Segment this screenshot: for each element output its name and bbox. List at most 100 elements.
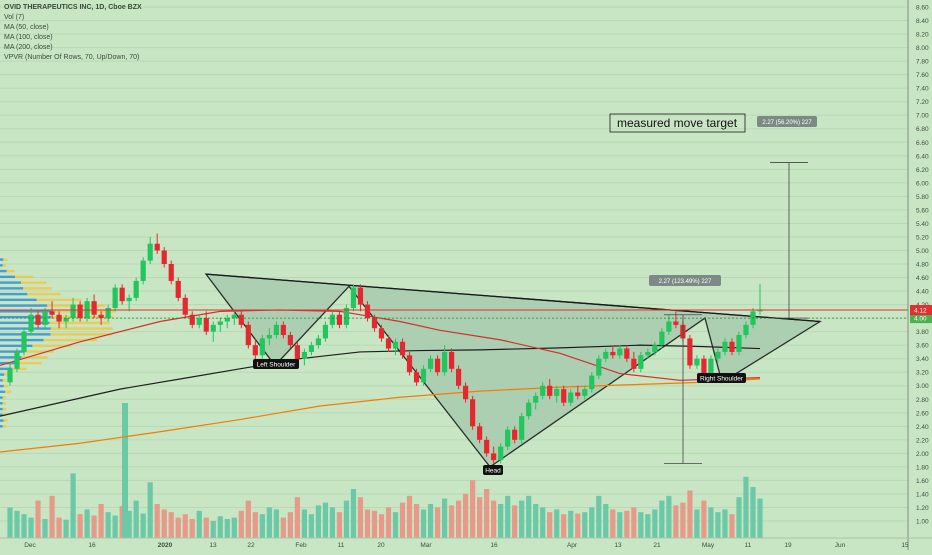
legend-ma50[interactable]: MA (50, close) [4,24,49,31]
volume-bar [666,495,672,538]
volume-bar [98,504,104,538]
candle-body [119,287,125,302]
volume-bar [694,509,700,538]
volume-bar [224,518,230,538]
candle-body [406,355,413,373]
legend: OVID THERAPEUTICS INC, 1D, Cboe BZX Vol … [4,3,142,63]
candle-body [35,314,41,325]
candle-body [161,250,167,265]
y-tick-label: 3.80 [916,329,929,336]
vpvr-bar-up [0,367,13,371]
x-tick-label: 11 [745,542,752,549]
volume-bar [729,514,735,538]
measure2-label: 2.27 (56.20%) 227 [762,120,812,126]
candle-body [154,243,160,251]
volume-bar [589,507,595,538]
volume-bar [14,510,20,538]
ma50-line [0,309,761,381]
legend-title: OVID THERAPEUTICS INC, 1D, Cboe BZX [4,4,142,11]
vpvr-bar-up [0,298,37,302]
candle-body [112,287,118,308]
vpvr-bar-up [0,258,4,261]
last-price-tag-bg [910,304,932,315]
candle-body [638,355,644,369]
y-tick-label: 2.60 [916,410,929,417]
candle-body [385,338,392,349]
legend-ma100[interactable]: MA (100, close) [4,34,53,41]
y-tick-label: 5.00 [916,248,929,255]
volume-bar [168,512,174,538]
y-tick-label: 8.20 [916,32,929,39]
volume-bar [554,509,560,538]
candle-body [245,324,251,346]
volume-bar [631,507,637,538]
head-label-bg [483,465,503,475]
volume-bar [399,502,406,538]
volume-bar [294,497,300,538]
volume-bar [477,497,483,538]
volume-bar [463,493,469,538]
candle-body [273,324,279,336]
x-tick-label: 13 [209,542,217,549]
legend-vpvr[interactable]: VPVR (Number Of Rows, 70, Up/Down, 70) [4,54,140,61]
y-tick-label: 6.80 [916,126,929,133]
y-tick-label: 6.20 [916,167,929,174]
vpvr-bar-up [0,390,6,394]
candle-body [427,358,434,369]
y-tick-label: 2.40 [916,424,929,431]
candle-body [533,395,539,403]
candle-body [98,314,104,319]
vpvr-bar-down [2,379,6,382]
candle-body [378,328,385,339]
volume-bar [203,517,209,538]
volume-bar [659,500,665,538]
candlesticks [7,233,763,464]
y-tick-label: 7.00 [916,113,929,120]
vpvr-bar-up [0,419,4,422]
volume-bar [147,482,153,538]
vpvr-bar-up [0,373,5,376]
legend-vol[interactable]: Vol (7) [4,14,25,21]
vpvr-bar-down [2,396,6,399]
volume-bar [448,505,455,538]
candle-body [63,318,69,322]
volume-bar [519,500,525,538]
candle-body [701,358,707,379]
candle-body [126,297,132,302]
candle-body [596,358,602,376]
vpvr-bar-up [0,344,33,348]
volume-bar [512,505,518,538]
candle-body [364,304,371,319]
candle-body [519,416,525,440]
volume-bar [441,498,448,538]
vpvr-bar-down [3,419,8,422]
ref-price-tag: 4.00 [914,316,927,323]
volume-bar [645,514,651,538]
candle-body [575,392,581,396]
y-tick-label: 6.40 [916,153,929,160]
volume-bar [652,509,658,538]
x-tick-label: 16 [88,542,96,549]
candle-body [743,324,749,336]
volume-bar [273,509,279,538]
candle-body [413,372,420,383]
volume-bar [568,510,574,538]
x-tick-label: 11 [338,542,345,549]
legend-ma200[interactable]: MA (200, close) [4,44,53,51]
vpvr-bar-down [2,402,6,405]
vpvr-bar-up [0,310,53,313]
volume-bar [484,489,490,538]
volume-bar [680,502,686,538]
volume-bar [7,507,13,538]
vpvr-bar-down [6,269,15,273]
x-tick-label: Mar [420,542,432,549]
volume-bar [491,500,497,538]
candle-body [624,348,630,359]
candle-body [329,314,336,325]
volume-bar [673,505,679,538]
volume-bar [547,512,553,538]
candle-body [7,368,13,383]
candle-body [294,345,300,359]
vpvr-bar-up [0,350,25,353]
